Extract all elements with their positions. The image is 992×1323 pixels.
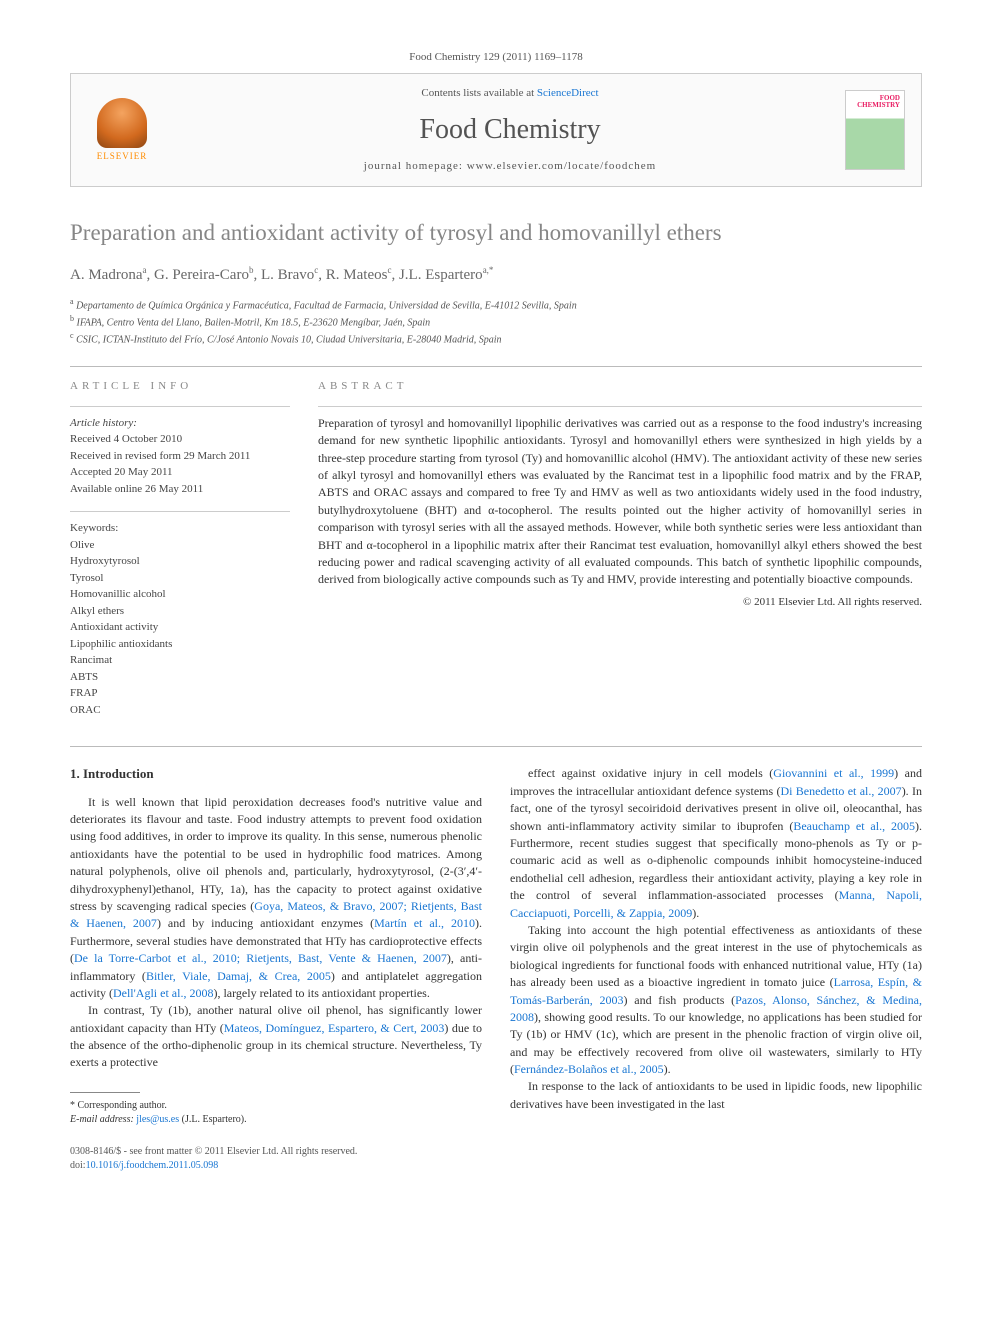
history-label: Article history: xyxy=(70,415,290,432)
body-paragraph: Taking into account the high potential e… xyxy=(510,922,922,1079)
info-abstract-row: ARTICLE INFO Article history: Received 4… xyxy=(70,379,922,719)
affiliation-line: b IFAPA, Centro Venta del Llano, Bailen-… xyxy=(70,313,922,330)
contents-prefix: Contents lists available at xyxy=(421,87,536,99)
history-line: Available online 26 May 2011 xyxy=(70,481,290,498)
body-text-left: It is well known that lipid peroxidation… xyxy=(70,794,482,1072)
body-column-left: 1. Introduction It is well known that li… xyxy=(70,765,482,1172)
doi-link[interactable]: 10.1016/j.foodchem.2011.05.098 xyxy=(86,1160,219,1171)
footer-block: 0308-8146/$ - see front matter © 2011 El… xyxy=(70,1145,482,1173)
keyword-item: Homovanillic alcohol xyxy=(70,586,290,603)
article-info-column: ARTICLE INFO Article history: Received 4… xyxy=(70,379,290,719)
article-info-label: ARTICLE INFO xyxy=(70,379,290,394)
abstract-label: ABSTRACT xyxy=(318,379,922,394)
citation-link[interactable]: De la Torre-Carbot et al., 2010; Rietjen… xyxy=(74,951,447,965)
keyword-item: Tyrosol xyxy=(70,570,290,587)
elsevier-text: ELSEVIER xyxy=(97,150,148,163)
keywords-label: Keywords: xyxy=(70,520,290,537)
journal-cover-thumbnail[interactable]: FOOD CHEMISTRY xyxy=(845,90,905,170)
corresponding-author-footnote: * Corresponding author. E-mail address: … xyxy=(70,1099,482,1127)
history-line: Received 4 October 2010 xyxy=(70,431,290,448)
intro-heading: 1. Introduction xyxy=(70,765,482,783)
citation-link[interactable]: Giovannini et al., 1999 xyxy=(773,766,894,780)
citation-link[interactable]: Manna, Napoli, Cacciapuoti, Porcelli, & … xyxy=(510,888,922,919)
keyword-item: Rancimat xyxy=(70,652,290,669)
keyword-item: Alkyl ethers xyxy=(70,603,290,620)
abstract-copyright: © 2011 Elsevier Ltd. All rights reserved… xyxy=(318,595,922,610)
citation-link[interactable]: Mateos, Domínguez, Espartero, & Cert, 20… xyxy=(224,1021,445,1035)
corr-email-link[interactable]: jles@us.es xyxy=(136,1114,179,1125)
footnote-separator xyxy=(70,1092,140,1093)
sciencedirect-link[interactable]: ScienceDirect xyxy=(537,87,599,99)
affiliation-line: c CSIC, ICTAN-Instituto del Frío, C/José… xyxy=(70,330,922,347)
email-label: E-mail address: xyxy=(70,1114,134,1125)
citation-link[interactable]: Beauchamp et al., 2005 xyxy=(793,819,915,833)
contents-lists-line: Contents lists available at ScienceDirec… xyxy=(175,86,845,101)
journal-homepage-line: journal homepage: www.elsevier.com/locat… xyxy=(175,159,845,174)
article-title: Preparation and antioxidant activity of … xyxy=(70,217,922,249)
homepage-url[interactable]: www.elsevier.com/locate/foodchem xyxy=(467,160,657,172)
journal-header-box: ELSEVIER Contents lists available at Sci… xyxy=(70,73,922,187)
corr-author-label: * Corresponding author. xyxy=(70,1099,482,1113)
keywords-block: Keywords: OliveHydroxytyrosolTyrosolHomo… xyxy=(70,511,290,718)
header-center: Contents lists available at ScienceDirec… xyxy=(175,86,845,174)
body-column-right: effect against oxidative injury in cell … xyxy=(510,765,922,1172)
body-paragraph: It is well known that lipid peroxidation… xyxy=(70,794,482,1003)
issn-line: 0308-8146/$ - see front matter © 2011 El… xyxy=(70,1145,482,1159)
citation-link[interactable]: Martín et al., 2010 xyxy=(374,916,475,930)
doi-label: doi: xyxy=(70,1160,86,1171)
citation-link[interactable]: Fernández-Bolaños et al., 2005 xyxy=(514,1062,664,1076)
body-columns: 1. Introduction It is well known that li… xyxy=(70,765,922,1172)
keyword-item: Antioxidant activity xyxy=(70,619,290,636)
corr-email-name: (J.L. Espartero). xyxy=(182,1114,247,1125)
keyword-item: ORAC xyxy=(70,702,290,719)
citation-link[interactable]: Dell'Agli et al., 2008 xyxy=(113,986,213,1000)
body-paragraph: In response to the lack of antioxidants … xyxy=(510,1078,922,1113)
journal-name: Food Chemistry xyxy=(175,110,845,149)
abstract-text: Preparation of tyrosyl and homovanillyl … xyxy=(318,406,922,589)
keyword-item: Lipophilic antioxidants xyxy=(70,636,290,653)
authors-line: A. Madronaa, G. Pereira-Carob, L. Bravoc… xyxy=(70,264,922,286)
divider xyxy=(70,746,922,747)
keyword-item: Hydroxytyrosol xyxy=(70,553,290,570)
history-line: Accepted 20 May 2011 xyxy=(70,464,290,481)
cover-text-2: CHEMISTRY xyxy=(850,102,900,109)
journal-reference: Food Chemistry 129 (2011) 1169–1178 xyxy=(70,50,922,65)
affiliations-block: a Departamento de Química Orgánica y Far… xyxy=(70,296,922,348)
abstract-column: ABSTRACT Preparation of tyrosyl and homo… xyxy=(318,379,922,719)
affiliation-line: a Departamento de Química Orgánica y Far… xyxy=(70,296,922,313)
citation-link[interactable]: Bitler, Viale, Damaj, & Crea, 2005 xyxy=(146,969,331,983)
keyword-item: Olive xyxy=(70,537,290,554)
history-line: Received in revised form 29 March 2011 xyxy=(70,448,290,465)
homepage-prefix: journal homepage: xyxy=(364,160,467,172)
body-text-right: effect against oxidative injury in cell … xyxy=(510,765,922,1113)
citation-link[interactable]: Di Benedetto et al., 2007 xyxy=(780,784,901,798)
elsevier-logo[interactable]: ELSEVIER xyxy=(87,93,157,168)
article-history-block: Article history: Received 4 October 2010… xyxy=(70,406,290,498)
keyword-item: ABTS xyxy=(70,669,290,686)
keyword-item: FRAP xyxy=(70,685,290,702)
divider xyxy=(70,366,922,367)
elsevier-tree-icon xyxy=(97,98,147,148)
body-paragraph: effect against oxidative injury in cell … xyxy=(510,765,922,922)
body-paragraph: In contrast, Ty (1b), another natural ol… xyxy=(70,1002,482,1072)
